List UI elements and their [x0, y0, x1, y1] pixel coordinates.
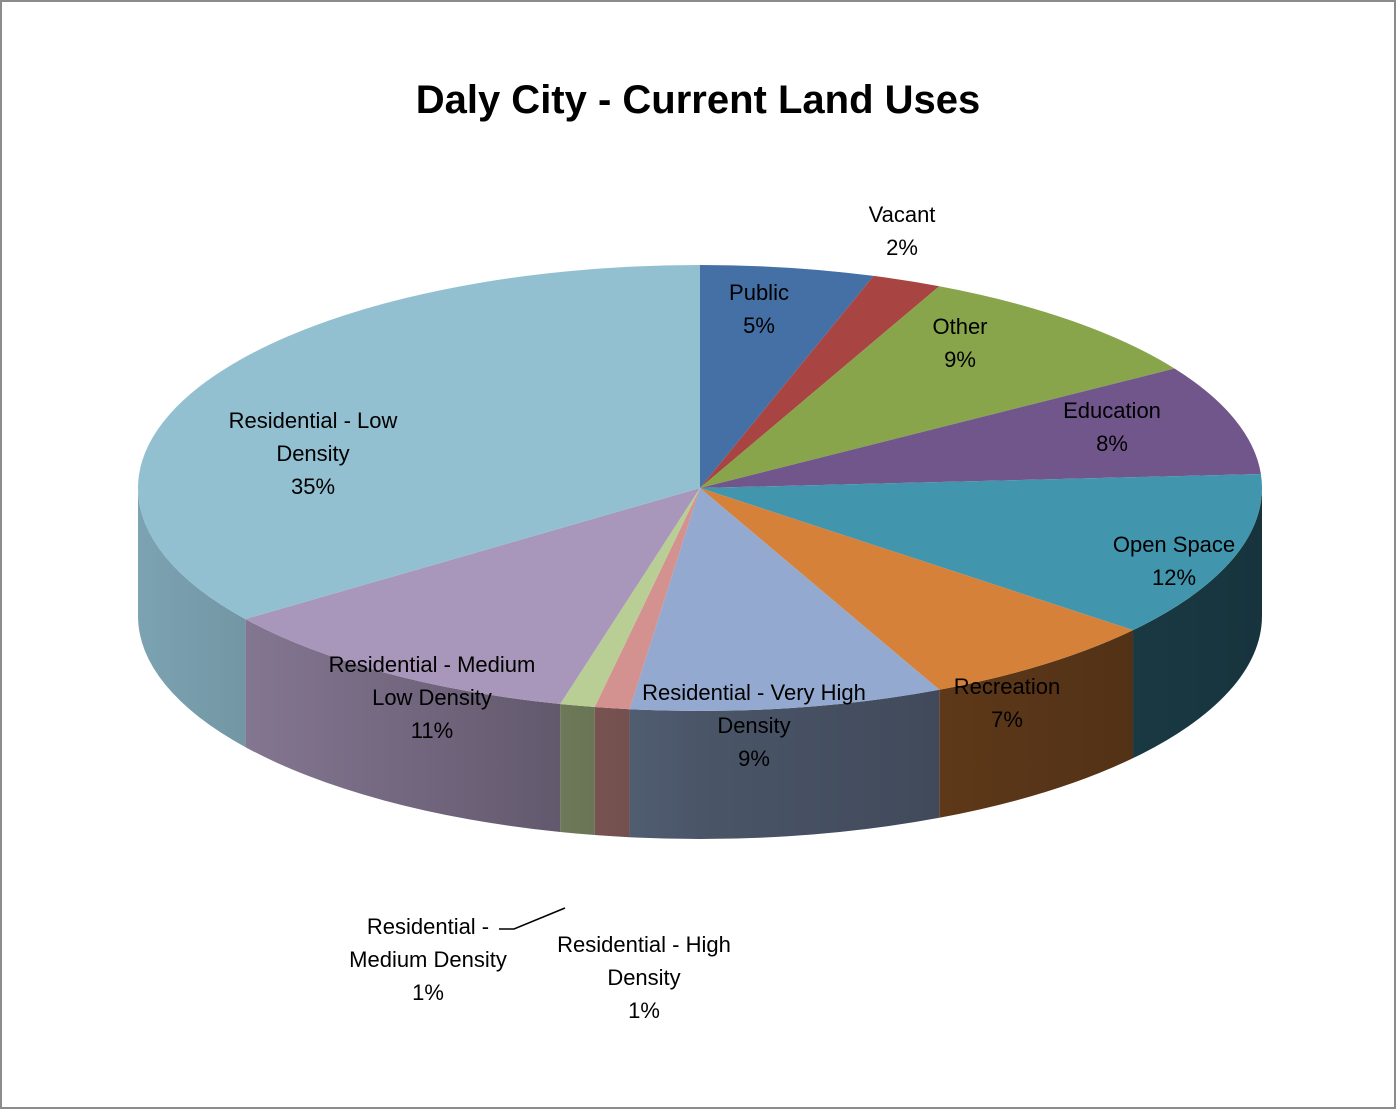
- data-label-recreation: Recreation 7%: [954, 674, 1060, 732]
- svg-text:Medium Density: Medium Density: [349, 947, 507, 972]
- svg-text:2%: 2%: [886, 235, 918, 260]
- svg-text:Residential -: Residential -: [367, 914, 489, 939]
- pie-side-open-space: [1133, 488, 1262, 759]
- svg-text:Recreation: Recreation: [954, 674, 1060, 699]
- svg-text:5%: 5%: [743, 313, 775, 338]
- svg-text:Public: Public: [729, 280, 789, 305]
- pie-labels: Public 5% Vacant 2% Other 9% Education 8% Open S…: [229, 202, 1236, 1023]
- svg-text:Other: Other: [932, 314, 987, 339]
- pie-side-residential-low-density: [138, 488, 246, 748]
- data-label-residential-very-high-density: Residential - Very High Density 9%: [642, 680, 866, 771]
- pie-slice-education: [700, 368, 1261, 488]
- pie-side-residential-high-density: [594, 707, 630, 838]
- pie-side-recreation: [939, 630, 1134, 818]
- svg-text:Density: Density: [717, 713, 790, 738]
- pie-slice-residential-medium-low-density: [245, 488, 700, 704]
- svg-text:35%: 35%: [291, 474, 335, 499]
- svg-text:1%: 1%: [628, 998, 660, 1023]
- pie-slice-public: [700, 265, 874, 488]
- svg-text:Density: Density: [276, 441, 349, 466]
- svg-text:Vacant: Vacant: [869, 202, 936, 227]
- data-label-residential-high-density: Residential - High Density 1%: [557, 932, 731, 1023]
- svg-text:8%: 8%: [1096, 431, 1128, 456]
- pie-slice-residential-very-high-density: [629, 488, 940, 712]
- leader-line-residential-medium-density: [499, 907, 566, 930]
- pie-side-residential-medium-density: [560, 703, 595, 836]
- svg-text:7%: 7%: [991, 707, 1023, 732]
- pie-sides: [138, 488, 1262, 840]
- svg-text:Residential - Very High: Residential - Very High: [642, 680, 866, 705]
- pie-slice-residential-high-density: [594, 488, 700, 710]
- pie-slice-vacant: [700, 275, 940, 488]
- svg-text:Residential - Medium: Residential - Medium: [329, 652, 536, 677]
- svg-text:Low Density: Low Density: [372, 685, 492, 710]
- data-label-public: Public 5%: [729, 280, 789, 338]
- pie-slice-residential-low-density: [138, 265, 701, 620]
- pie-slice-open-space: [700, 473, 1262, 631]
- svg-text:Residential - Low: Residential - Low: [229, 408, 398, 433]
- data-label-residential-medium-low-density: Residential - Medium Low Density 11%: [329, 652, 536, 743]
- pie-tops: [138, 265, 1262, 712]
- svg-text:1%: 1%: [412, 980, 444, 1005]
- data-label-open-space: Open Space 12%: [1113, 532, 1235, 590]
- svg-text:Residential - High: Residential - High: [557, 932, 731, 957]
- svg-text:11%: 11%: [411, 718, 453, 743]
- pie-slice-residential-medium-density: [560, 488, 700, 708]
- data-label-vacant: Vacant 2%: [869, 202, 936, 260]
- chart-title: Daly City - Current Land Uses: [415, 78, 981, 122]
- svg-text:Density: Density: [607, 965, 680, 990]
- pie-side-residential-medium-low-density: [245, 619, 561, 832]
- data-label-education: Education 8%: [1063, 398, 1161, 456]
- data-label-other: Other 9%: [932, 314, 987, 372]
- pie-slice-recreation: [700, 488, 1134, 690]
- svg-text:Education: Education: [1063, 398, 1161, 423]
- svg-text:Open Space: Open Space: [1113, 532, 1235, 557]
- data-label-residential-medium-density: Residential - Medium Density 1%: [349, 914, 507, 1005]
- svg-text:12%: 12%: [1152, 565, 1196, 590]
- svg-text:9%: 9%: [944, 347, 976, 372]
- pie-side-residential-very-high-density: [629, 689, 940, 840]
- data-label-residential-low-density: Residential - Low Density 35%: [229, 408, 398, 499]
- svg-text:9%: 9%: [738, 746, 770, 771]
- pie-slice-other: [700, 286, 1175, 488]
